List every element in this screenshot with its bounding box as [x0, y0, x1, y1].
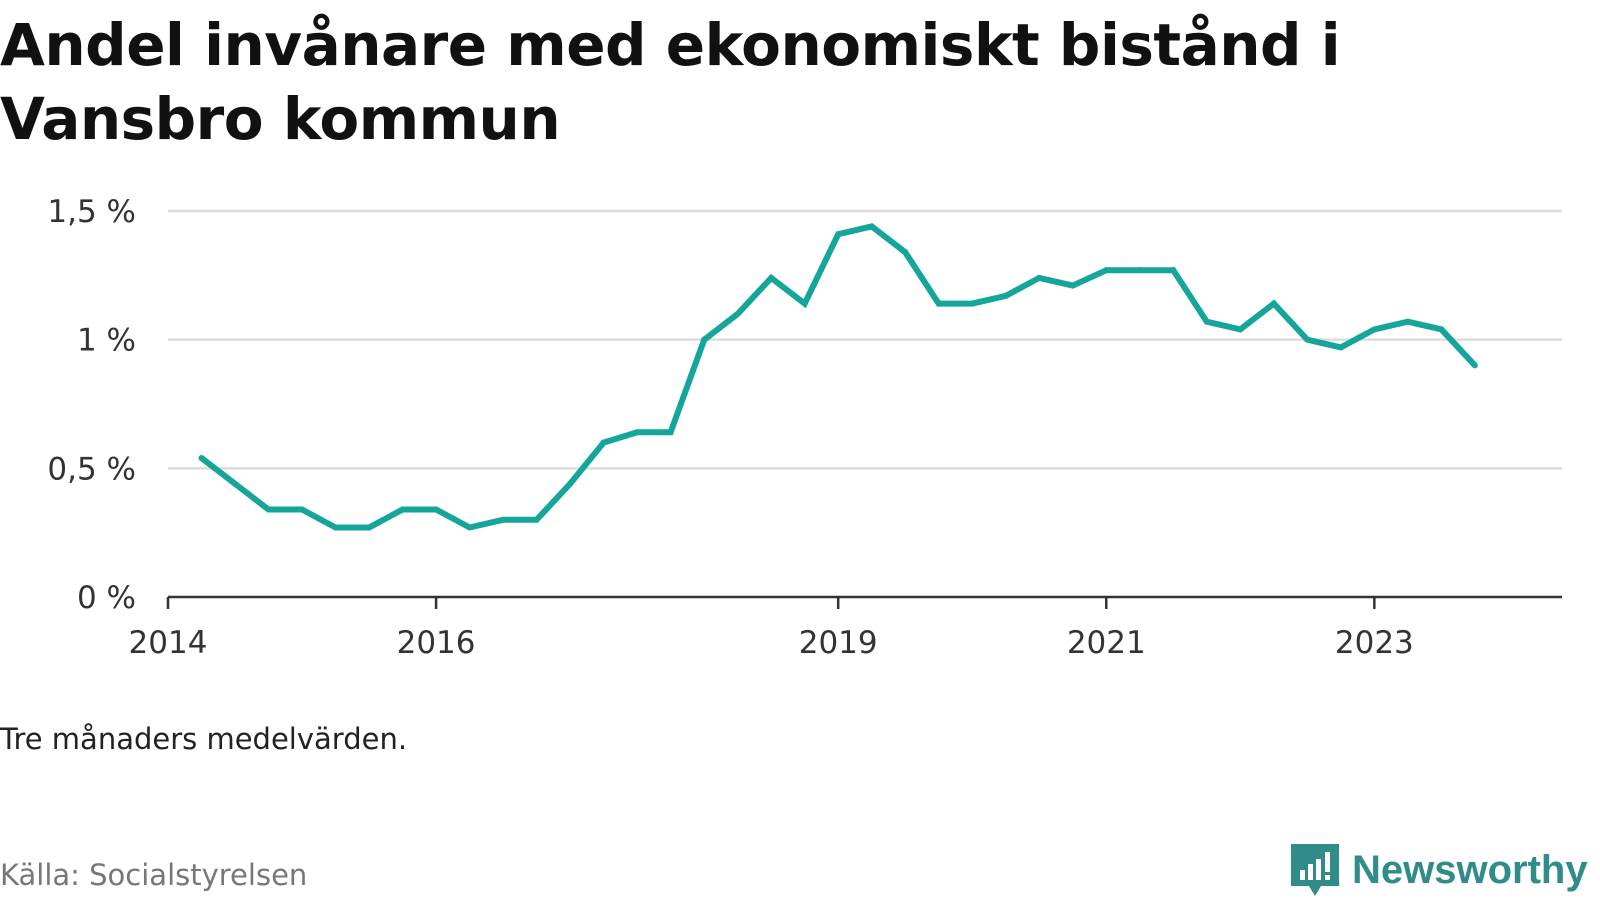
chart-title: Andel invånare med ekonomiskt bistånd i … — [0, 11, 1341, 153]
data-point — [1069, 282, 1076, 289]
newsworthy-logo-icon — [1291, 844, 1339, 896]
data-point — [1270, 300, 1277, 307]
x-tick-label: 2014 — [129, 625, 208, 661]
series-line-0 — [199, 223, 1478, 531]
gridlines — [168, 209, 1562, 470]
data-point — [801, 300, 808, 307]
data-point — [299, 506, 306, 513]
data-point — [768, 274, 775, 281]
data-point — [1103, 267, 1110, 274]
x-axis-ticks: 2014 2016 2019 2021 2023 — [129, 597, 1414, 661]
data-point — [1471, 362, 1478, 369]
y-axis-labels: 0 % 0,5 % 1 % 1,5 % — [47, 194, 136, 616]
y-tick-label: 1 % — [77, 323, 136, 359]
data-point — [835, 231, 842, 238]
data-point — [935, 300, 942, 307]
brand-name: Newsworthy — [1352, 847, 1588, 892]
data-point — [198, 455, 205, 462]
x-tick-label: 2023 — [1335, 625, 1414, 661]
data-point — [969, 300, 976, 307]
data-point — [567, 480, 574, 487]
x-tick-label: 2019 — [799, 625, 878, 661]
data-point — [533, 516, 540, 523]
data-point — [1203, 318, 1210, 325]
data-point — [634, 429, 641, 436]
chart-note: Tre månaders medelvärden. — [0, 722, 408, 756]
x-tick-label: 2016 — [397, 625, 476, 661]
data-point — [734, 310, 741, 317]
y-tick-label: 0,5 % — [47, 451, 136, 487]
data-point — [232, 480, 239, 487]
data-point — [1170, 267, 1177, 274]
x-tick-label: 2021 — [1067, 625, 1146, 661]
newsworthy-brand[interactable]: Newsworthy — [1288, 842, 1588, 898]
data-point — [701, 336, 708, 343]
data-point — [1337, 344, 1344, 351]
data-point — [500, 516, 507, 523]
data-point — [399, 506, 406, 513]
data-point — [366, 524, 373, 531]
data-point — [868, 223, 875, 230]
data-point — [265, 506, 272, 513]
line-chart: 0 % 0,5 % 1 % 1,5 % 2014 2016 2019 2021 2023 — [47, 194, 1562, 661]
data-point — [1002, 292, 1009, 299]
data-point — [332, 524, 339, 531]
source-credit: Källa: Socialstyrelsen — [0, 858, 308, 892]
series-layer — [198, 223, 1478, 531]
data-point — [466, 524, 473, 531]
data-point — [600, 439, 607, 446]
data-point — [667, 429, 674, 436]
data-point — [1136, 267, 1143, 274]
data-point — [433, 506, 440, 513]
data-point — [1438, 326, 1445, 333]
data-point — [1237, 326, 1244, 333]
data-point — [1371, 326, 1378, 333]
data-point — [1036, 274, 1043, 281]
data-point — [1304, 336, 1311, 343]
data-point — [1404, 318, 1411, 325]
y-tick-label: 0 % — [77, 580, 136, 616]
data-point — [902, 249, 909, 256]
y-tick-label: 1,5 % — [47, 194, 136, 230]
